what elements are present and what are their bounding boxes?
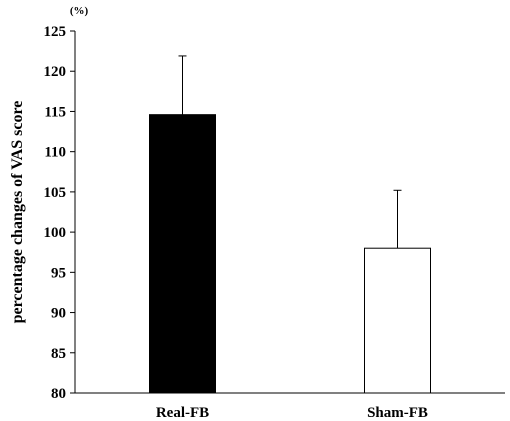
y-tick-label: 125 [44,24,67,40]
y-unit-label: (%) [70,5,89,17]
bar-sham-fb [364,247,431,394]
y-axis-ticks: 80 85 90 95 100 105 110 115 120 125 [44,24,75,402]
y-tick-label: 80 [51,386,66,402]
error-bars-group [178,55,402,249]
y-tick-label: 105 [44,185,67,201]
bars-group [149,114,431,394]
x-category-label: Sham-FB [367,405,428,421]
y-axis-title: percentage changes of VAS score [9,101,26,324]
y-tick-label: 110 [44,145,66,161]
y-tick-label: 95 [51,265,66,281]
y-tick-label: 85 [51,346,66,362]
x-axis-labels: Real-FB Sham-FB [156,405,428,421]
y-tick-label: 120 [44,64,67,80]
y-tick-label: 115 [44,104,66,120]
y-tick-label: 100 [44,225,67,241]
y-tick-label: 90 [51,306,66,322]
bar-real-fb [149,114,216,394]
x-category-label: Real-FB [156,405,209,421]
